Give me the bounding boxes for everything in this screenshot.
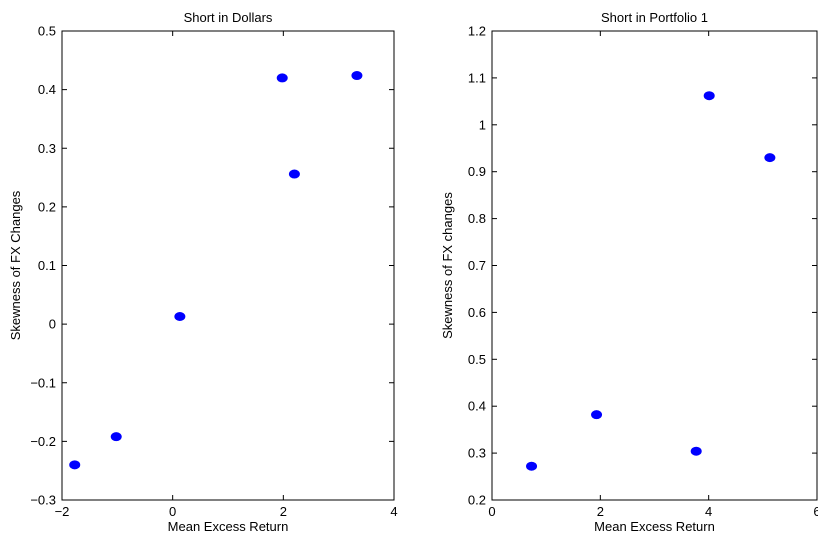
- y-tick-label: −0.1: [30, 375, 56, 390]
- y-tick-label: 1: [479, 117, 486, 132]
- data-point: [591, 410, 603, 420]
- y-tick-label: 0.2: [38, 199, 56, 214]
- x-tick-label: 2: [280, 504, 287, 519]
- data-point: [690, 446, 702, 456]
- y-tick-label: 1.2: [468, 24, 486, 39]
- chart-short-in-portfolio-1: Short in Portfolio 1 Mean Excess Return …: [440, 10, 818, 534]
- x-tick-label: 2: [597, 504, 604, 519]
- x-tick-label: −2: [55, 504, 70, 519]
- x-tick-label: 4: [705, 504, 712, 519]
- data-points: [69, 71, 363, 470]
- y-tick-label: 0.4: [38, 82, 56, 97]
- y-tick-label: 0: [49, 317, 56, 332]
- data-point: [351, 71, 363, 81]
- data-point: [276, 73, 288, 83]
- chart-short-in-dollars: Short in Dollars Mean Excess Return Skew…: [8, 10, 398, 534]
- data-point: [764, 153, 776, 163]
- data-point: [288, 169, 300, 179]
- x-tick-label: 0: [169, 504, 176, 519]
- y-tick-label: 0.6: [468, 305, 486, 320]
- y-tick-label: 0.8: [468, 211, 486, 226]
- x-axis-label: Mean Excess Return: [168, 519, 289, 533]
- x-axis-label: Mean Excess Return: [594, 519, 715, 533]
- y-tick-label: 1.1: [468, 70, 486, 85]
- y-tick-label: 0.2: [468, 493, 486, 508]
- x-tick-label: 0: [488, 504, 495, 519]
- y-tick-label: 0.1: [38, 258, 56, 273]
- y-tick-label: −0.2: [30, 434, 56, 449]
- plot-frame: [491, 30, 818, 501]
- data-point: [174, 312, 186, 322]
- data-point: [703, 91, 715, 101]
- data-point: [110, 432, 122, 442]
- y-tick-label: 0.7: [468, 258, 486, 273]
- y-tick-label: −0.3: [30, 493, 56, 508]
- axis-ticks: 0 2 4 6 0.2 0.3 0.4 0.5 0.6 0.7 0.8 0.9 1 1.1 1.2: [468, 24, 818, 520]
- y-tick-label: 0.5: [38, 24, 56, 39]
- y-axis-label: Skewness of FX changes: [440, 192, 455, 339]
- y-tick-label: 0.3: [38, 141, 56, 156]
- x-tick-label: 6: [813, 504, 818, 519]
- plot-frame: [61, 30, 395, 501]
- data-point: [69, 460, 81, 470]
- axis-ticks: −2 0 2 4 −0.3 −0.2 −0.1 0 0.1 0.2 0.3 0.4 0.5: [30, 24, 397, 520]
- y-tick-label: 0.5: [468, 352, 486, 367]
- y-axis-label: Skewness of FX Changes: [8, 190, 23, 340]
- y-tick-label: 0.3: [468, 446, 486, 461]
- chart-title: Short in Portfolio 1: [601, 10, 708, 25]
- data-points: [526, 91, 776, 471]
- y-tick-label: 0.4: [468, 399, 486, 414]
- data-point: [526, 461, 538, 471]
- x-tick-label: 4: [390, 504, 397, 519]
- chart-title: Short in Dollars: [184, 10, 273, 25]
- y-tick-label: 0.9: [468, 164, 486, 179]
